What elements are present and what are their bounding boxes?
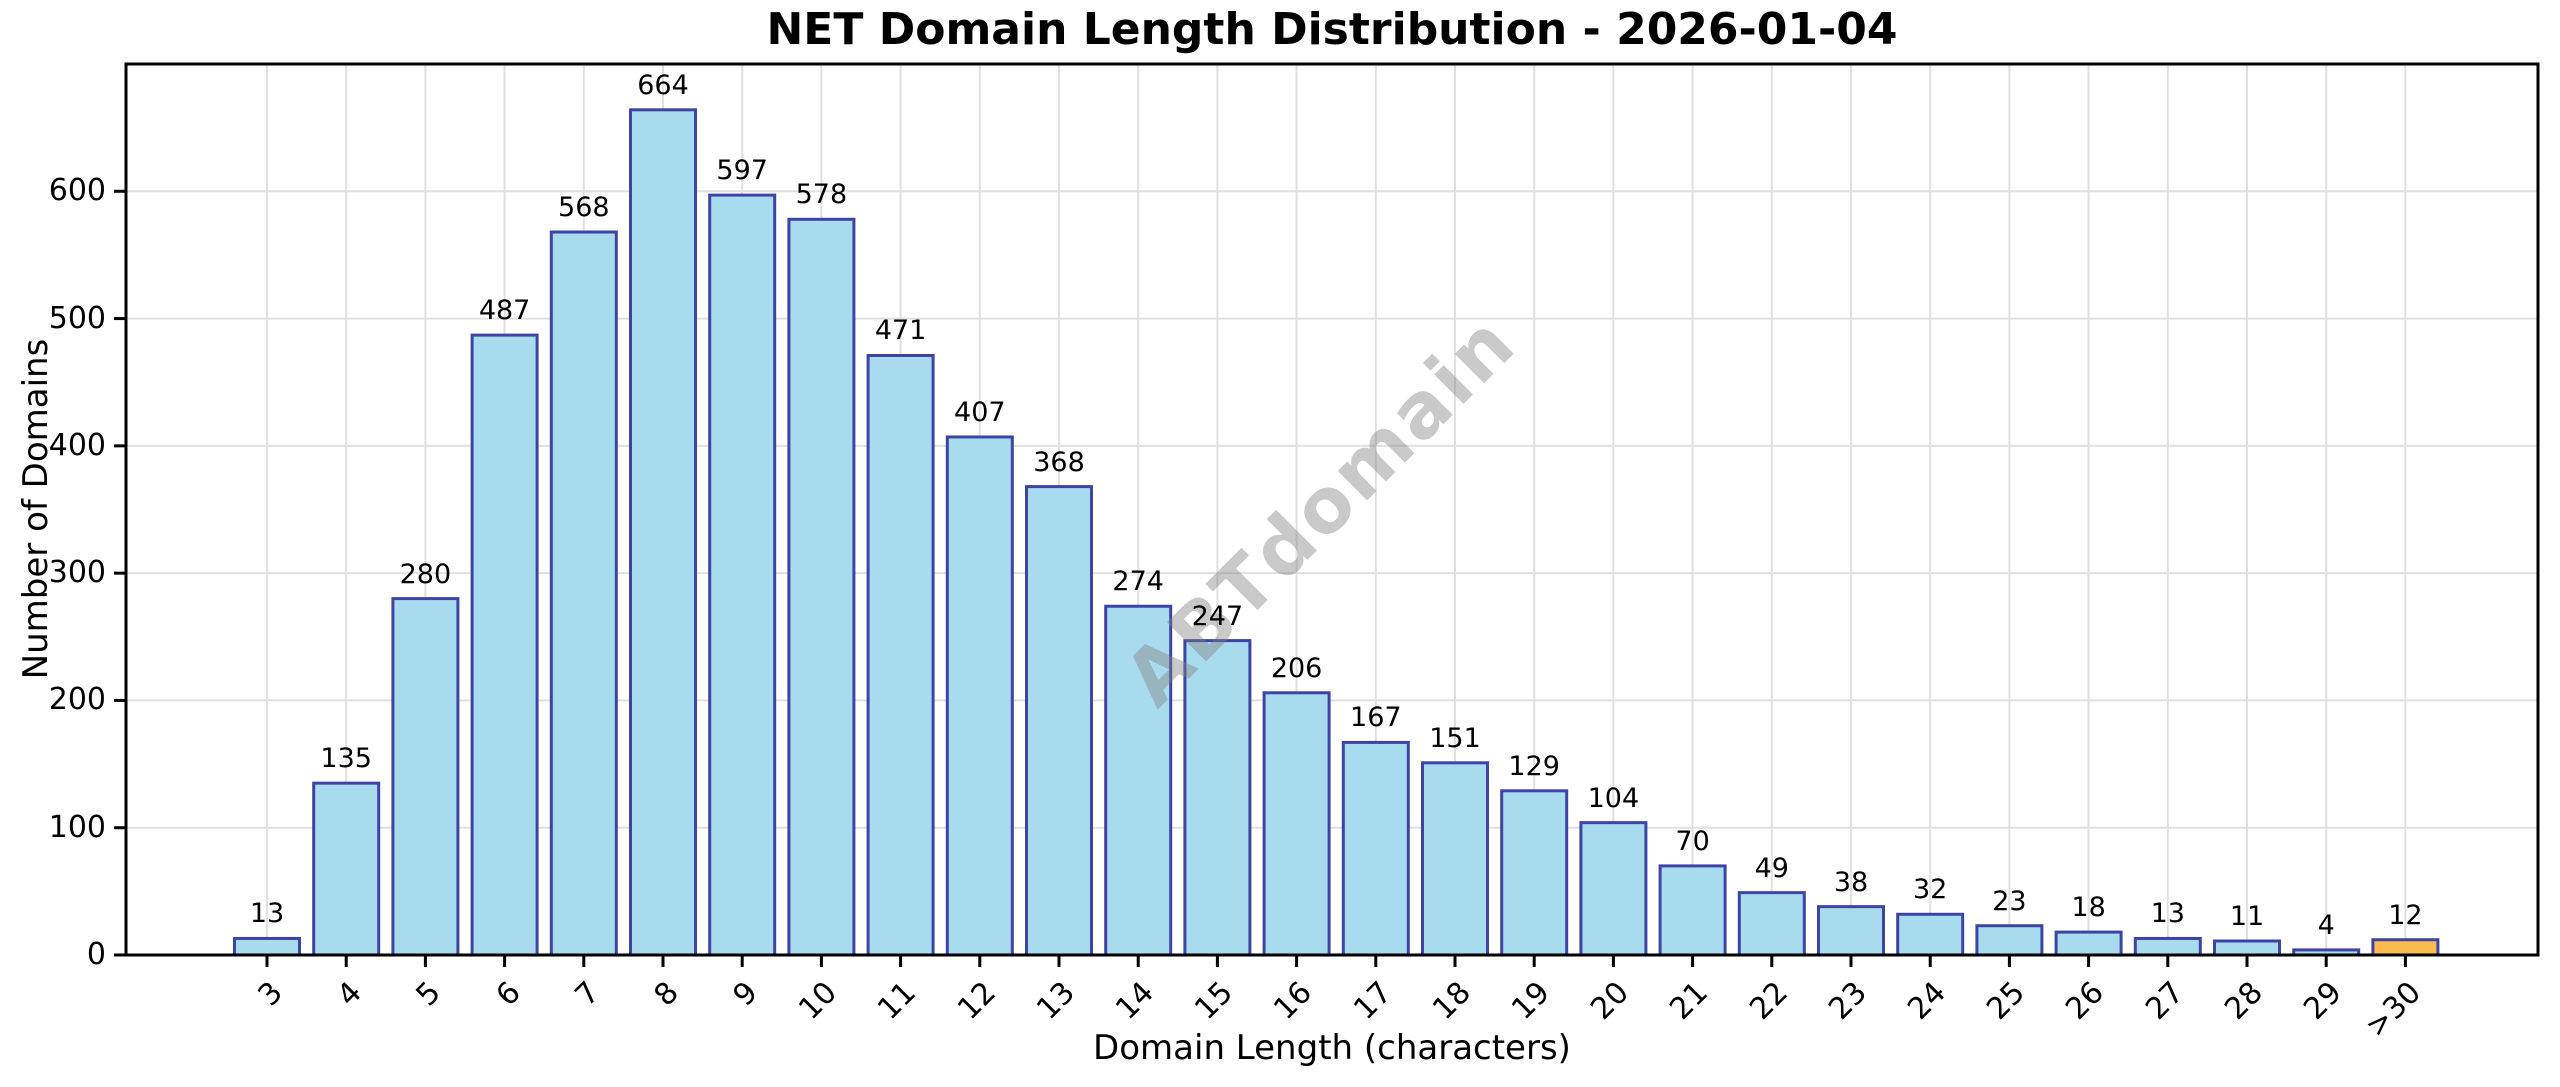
bar — [1104, 604, 1173, 957]
chart-title: NET Domain Length Distribution - 2026-01… — [766, 4, 1898, 55]
bar — [1896, 912, 1965, 957]
bar — [1500, 789, 1569, 957]
bar — [787, 217, 856, 957]
bar — [2213, 939, 2281, 957]
bar — [708, 193, 777, 957]
bar — [1658, 864, 1727, 957]
x-axis-label: Domain Length (characters) — [1093, 1028, 1571, 1068]
bar — [945, 435, 1014, 957]
bar — [470, 333, 539, 957]
y-axis-label: Number of Domains — [16, 338, 56, 680]
bar — [1975, 924, 2044, 957]
bar — [629, 108, 697, 957]
bar — [1262, 691, 1331, 957]
bar — [1579, 821, 1648, 957]
bar — [1737, 891, 1806, 957]
bar — [549, 230, 618, 957]
bar — [233, 936, 301, 957]
bar — [1341, 740, 1410, 957]
bar — [1817, 905, 1885, 957]
bar — [1025, 485, 1093, 957]
bar — [1421, 761, 1489, 957]
bar — [2133, 936, 2202, 957]
bar — [2371, 938, 2440, 957]
bar — [312, 781, 381, 957]
bar — [391, 597, 460, 957]
bar — [866, 353, 935, 957]
plot-border — [124, 62, 2540, 957]
bar — [2054, 930, 2123, 957]
